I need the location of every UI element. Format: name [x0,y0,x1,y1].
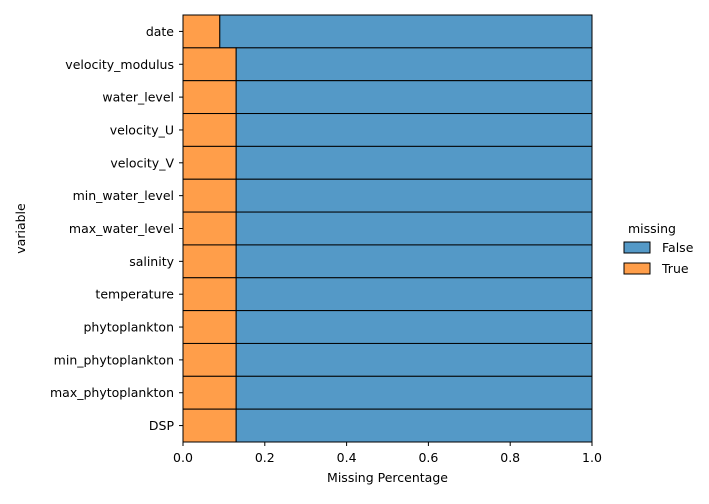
x-tick-label-0.6: 0.6 [418,450,438,465]
bar-true-date [182,14,221,49]
legend-swatch-true [623,262,651,275]
bar-true-water_level [182,80,237,115]
x-axis-title: Missing Percentage [327,470,448,485]
bar-false-salinity [235,244,593,279]
bar-true-velocity_modulus [182,47,237,82]
bar-true-velocity_U [182,113,237,147]
x-tick-label-0.8: 0.8 [500,450,520,465]
legend-label-false: False [662,240,694,255]
bar-true-salinity [182,244,237,279]
y-axis-title: variable [13,203,28,254]
bar-true-velocity_V [182,145,237,180]
x-tick-label-0.4: 0.4 [337,450,357,465]
bar-false-max_water_level [235,211,593,246]
x-tick-label-0.2: 0.2 [255,450,275,465]
legend-swatch-false [623,241,651,254]
bar-false-max_phytoplankton [235,375,593,410]
legend: missing False True [623,221,694,276]
bar-true-max_water_level [182,211,237,246]
y-tick-label-max_water_level: max_water_level [69,221,174,236]
y-tick-label-date: date [146,24,174,39]
bar-true-temperature [182,277,237,312]
y-tick-label-min_water_level: min_water_level [73,188,174,203]
y-tick-label-phytoplankton: phytoplankton [83,320,174,335]
axes-group: date velocity_modulus water_level velocity_… [13,15,602,485]
bar-false-temperature [235,277,593,312]
y-tick-label-min_phytoplankton: min_phytoplankton [54,352,174,367]
bar-false-velocity_modulus [235,47,593,82]
legend-title: missing [628,221,676,236]
bar-true-max_phytoplankton [182,375,237,410]
bar-true-phytoplankton [182,310,237,344]
bar-false-DSP [235,408,593,443]
bar-false-phytoplankton [235,310,593,344]
y-tick-label-velocity_V: velocity_V [110,155,174,170]
bar-false-min_phytoplankton [235,342,593,377]
y-tick-label-water_level: water_level [102,90,174,105]
legend-label-true: True [661,261,689,276]
bar-false-min_water_level [235,178,593,213]
bar-true-min_water_level [182,178,237,213]
y-tick-label-salinity: salinity [129,254,174,269]
y-tick-label-velocity_U: velocity_U [110,122,174,137]
y-tick-label-DSP: DSP [149,418,175,433]
y-tick-label-max_phytoplankton: max_phytoplankton [50,385,174,400]
bar-false-water_level [235,80,593,115]
y-tick-label-temperature: temperature [95,287,174,302]
bar-false-date [219,14,593,49]
bar-false-velocity_U [235,113,593,147]
x-tick-label-1.0: 1.0 [582,450,602,465]
y-tick-label-velocity_modulus: velocity_modulus [65,57,174,72]
x-tick-label-0.0: 0.0 [173,450,193,465]
bar-false-velocity_V [235,145,593,180]
bar-true-DSP [182,408,237,443]
bars-group [182,14,593,443]
bar-true-min_phytoplankton [182,342,237,377]
